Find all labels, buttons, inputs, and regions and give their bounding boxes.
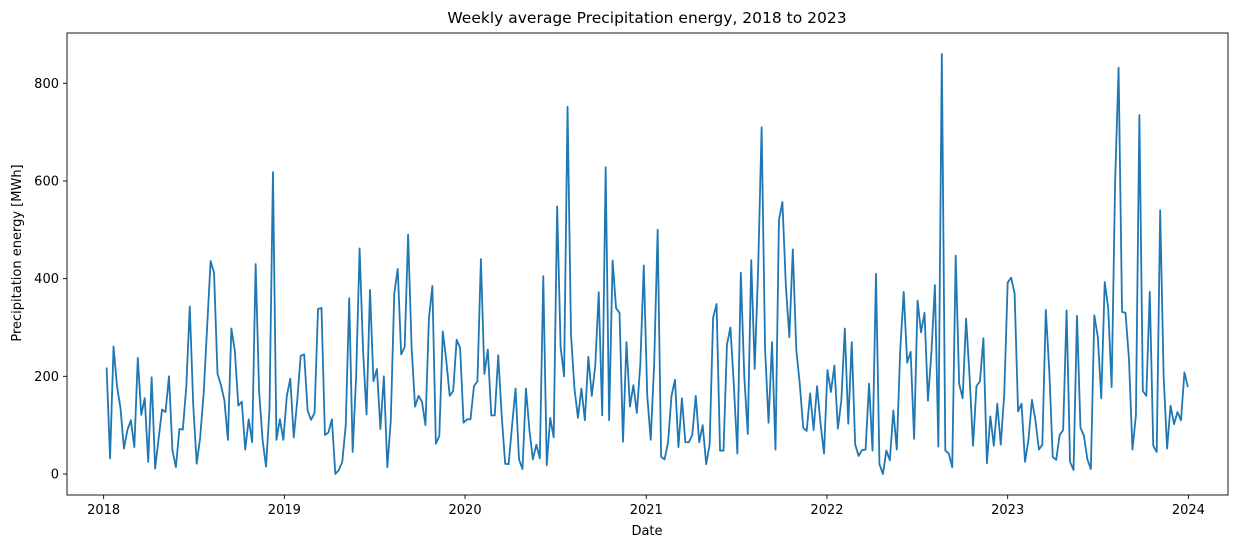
chart-title: Weekly average Precipitation energy, 201… (447, 9, 846, 27)
x-tick-label: 2021 (630, 503, 663, 518)
y-tick-label: 0 (51, 468, 59, 483)
x-tick-label: 2024 (1172, 503, 1205, 518)
x-tick-label: 2023 (991, 503, 1024, 518)
y-tick-label: 600 (34, 174, 59, 189)
y-tick-label: 200 (34, 370, 59, 385)
x-tick-label: 2018 (87, 503, 120, 518)
series-line-0 (105, 53, 1189, 475)
x-axis-label: Date (631, 524, 662, 539)
x-axis: 2018 2019 2020 2021 2022 2023 2024 (87, 495, 1205, 518)
y-axis: 0 200 400 600 800 (34, 77, 67, 483)
plot-area (66, 32, 1229, 496)
x-tick-label: 2019 (268, 503, 301, 518)
y-tick-label: 800 (34, 77, 59, 92)
plot-frame (66, 32, 1229, 496)
y-axis-label: Precipitation energy [MWh] (10, 164, 25, 341)
x-tick-label: 2020 (449, 503, 482, 518)
y-tick-label: 400 (34, 272, 59, 287)
x-tick-label: 2022 (810, 503, 843, 518)
